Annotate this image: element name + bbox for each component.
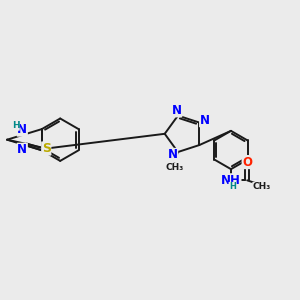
Text: NH: NH <box>221 174 241 187</box>
Text: N: N <box>17 123 27 136</box>
Text: N: N <box>168 148 178 161</box>
Text: S: S <box>42 142 51 155</box>
Text: N: N <box>200 114 210 127</box>
Text: N: N <box>17 143 27 156</box>
Text: H: H <box>229 182 236 191</box>
Text: O: O <box>242 156 252 169</box>
Text: N: N <box>172 104 182 117</box>
Text: CH₃: CH₃ <box>165 163 184 172</box>
Text: H: H <box>12 121 19 130</box>
Text: CH₃: CH₃ <box>253 182 271 191</box>
